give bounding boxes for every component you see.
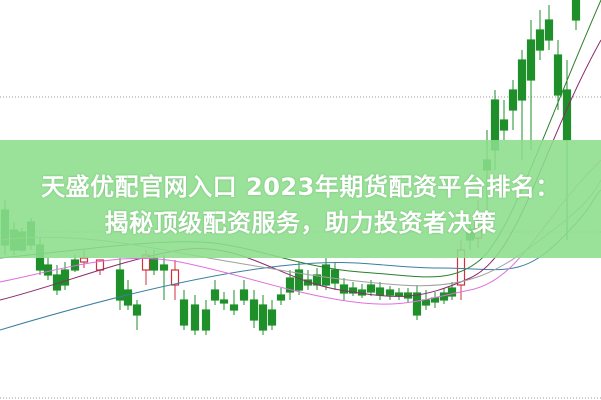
- candle-down: [412, 292, 422, 316]
- candle-down: [249, 299, 259, 321]
- candle-down: [366, 284, 376, 293]
- candle-down: [267, 309, 277, 326]
- candle-down: [258, 304, 268, 331]
- headline-line-2: 揭秘顶级配资服务，助力投资者决策: [104, 209, 497, 237]
- candle-down: [447, 287, 457, 297]
- candle-down: [190, 304, 200, 331]
- candle-down: [43, 264, 53, 276]
- candle-down: [60, 269, 70, 286]
- candle-down: [149, 257, 159, 271]
- candle-down: [375, 287, 385, 296]
- candle-down: [535, 29, 545, 51]
- candle-down: [571, 0, 581, 21]
- candle-down: [339, 284, 349, 294]
- candle-down: [229, 304, 239, 311]
- candle-down: [285, 277, 295, 293]
- candle-down: [239, 289, 249, 301]
- candle-down: [115, 269, 125, 301]
- candle-down: [421, 299, 431, 306]
- candle-down: [123, 289, 133, 306]
- candle-up: [170, 269, 180, 286]
- candle-down: [201, 309, 211, 331]
- candle-down: [210, 289, 220, 301]
- candle-down: [385, 289, 395, 296]
- candle-down: [132, 304, 142, 316]
- candle-up: [79, 257, 89, 263]
- candle-down: [330, 269, 340, 284]
- candle-down: [517, 59, 527, 101]
- candle-down: [499, 119, 509, 131]
- candle-down: [508, 89, 518, 111]
- candle-down: [526, 39, 536, 81]
- headline-banner: [0, 140, 601, 258]
- candle-down: [394, 292, 404, 297]
- candle-down: [276, 294, 286, 301]
- candle-down: [544, 19, 554, 41]
- candle-down: [321, 264, 331, 286]
- candle-down: [553, 54, 563, 96]
- moving-average-line: [0, 159, 601, 305]
- candle-down: [159, 264, 169, 271]
- headline-line-1: 天盛优配官网入口 2023年期货配资平台排名：: [41, 173, 560, 201]
- candle-down: [348, 287, 358, 294]
- candle-down: [179, 299, 189, 326]
- candle-down: [219, 299, 229, 304]
